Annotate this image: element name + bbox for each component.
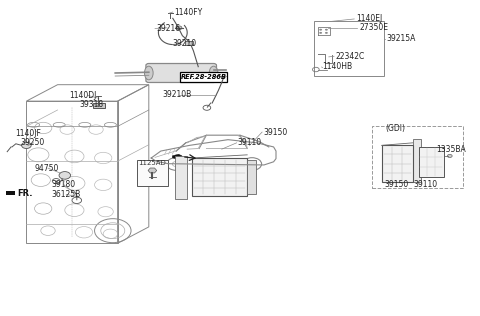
Bar [247,160,256,194]
Text: 22342C: 22342C [335,52,364,61]
Circle shape [325,29,328,31]
Text: 1140EJ: 1140EJ [356,15,383,23]
Text: 39150: 39150 [384,180,408,189]
Text: 1140DJ: 1140DJ [70,91,97,100]
Circle shape [325,32,328,34]
Bar [314,21,384,76]
Polygon shape [148,168,156,173]
Text: (GDI): (GDI) [385,125,405,133]
Bar [419,147,444,177]
Bar [6,191,15,195]
FancyBboxPatch shape [146,64,216,82]
Text: 39150: 39150 [263,128,288,137]
Circle shape [447,155,452,158]
Text: 1125AD: 1125AD [139,161,166,166]
Bar [372,126,463,188]
Text: 39210: 39210 [173,39,197,48]
Text: 39250: 39250 [20,138,45,147]
Bar [175,156,187,199]
Circle shape [319,29,322,31]
Text: 1140FY: 1140FY [174,8,202,16]
Bar [137,160,168,186]
Bar [192,158,247,196]
Text: 39110: 39110 [414,180,438,189]
Text: 39318: 39318 [79,100,103,109]
Bar [180,72,227,82]
Text: 39110: 39110 [238,138,262,147]
Text: 1140HB: 1140HB [323,63,353,71]
Text: 39180: 39180 [52,180,76,189]
Text: 39215A: 39215A [386,34,415,43]
Text: 1140JF: 1140JF [15,129,41,138]
Bar [413,139,421,182]
Text: 39216: 39216 [156,24,180,33]
Ellipse shape [144,66,153,80]
Text: 27350E: 27350E [359,23,388,32]
Text: 39210B: 39210B [162,90,192,99]
Text: REF.28-286B: REF.28-286B [180,74,227,80]
Circle shape [22,142,31,149]
Polygon shape [172,154,182,159]
Text: FR.: FR. [17,189,32,198]
Bar [93,103,105,108]
Text: 36125B: 36125B [52,190,81,199]
Ellipse shape [209,66,218,80]
Bar [185,41,193,45]
Circle shape [176,26,182,30]
Bar [382,145,413,182]
Text: 94750: 94750 [35,164,59,173]
Circle shape [59,172,71,179]
Text: 1335BA: 1335BA [436,145,466,154]
Circle shape [319,32,322,34]
